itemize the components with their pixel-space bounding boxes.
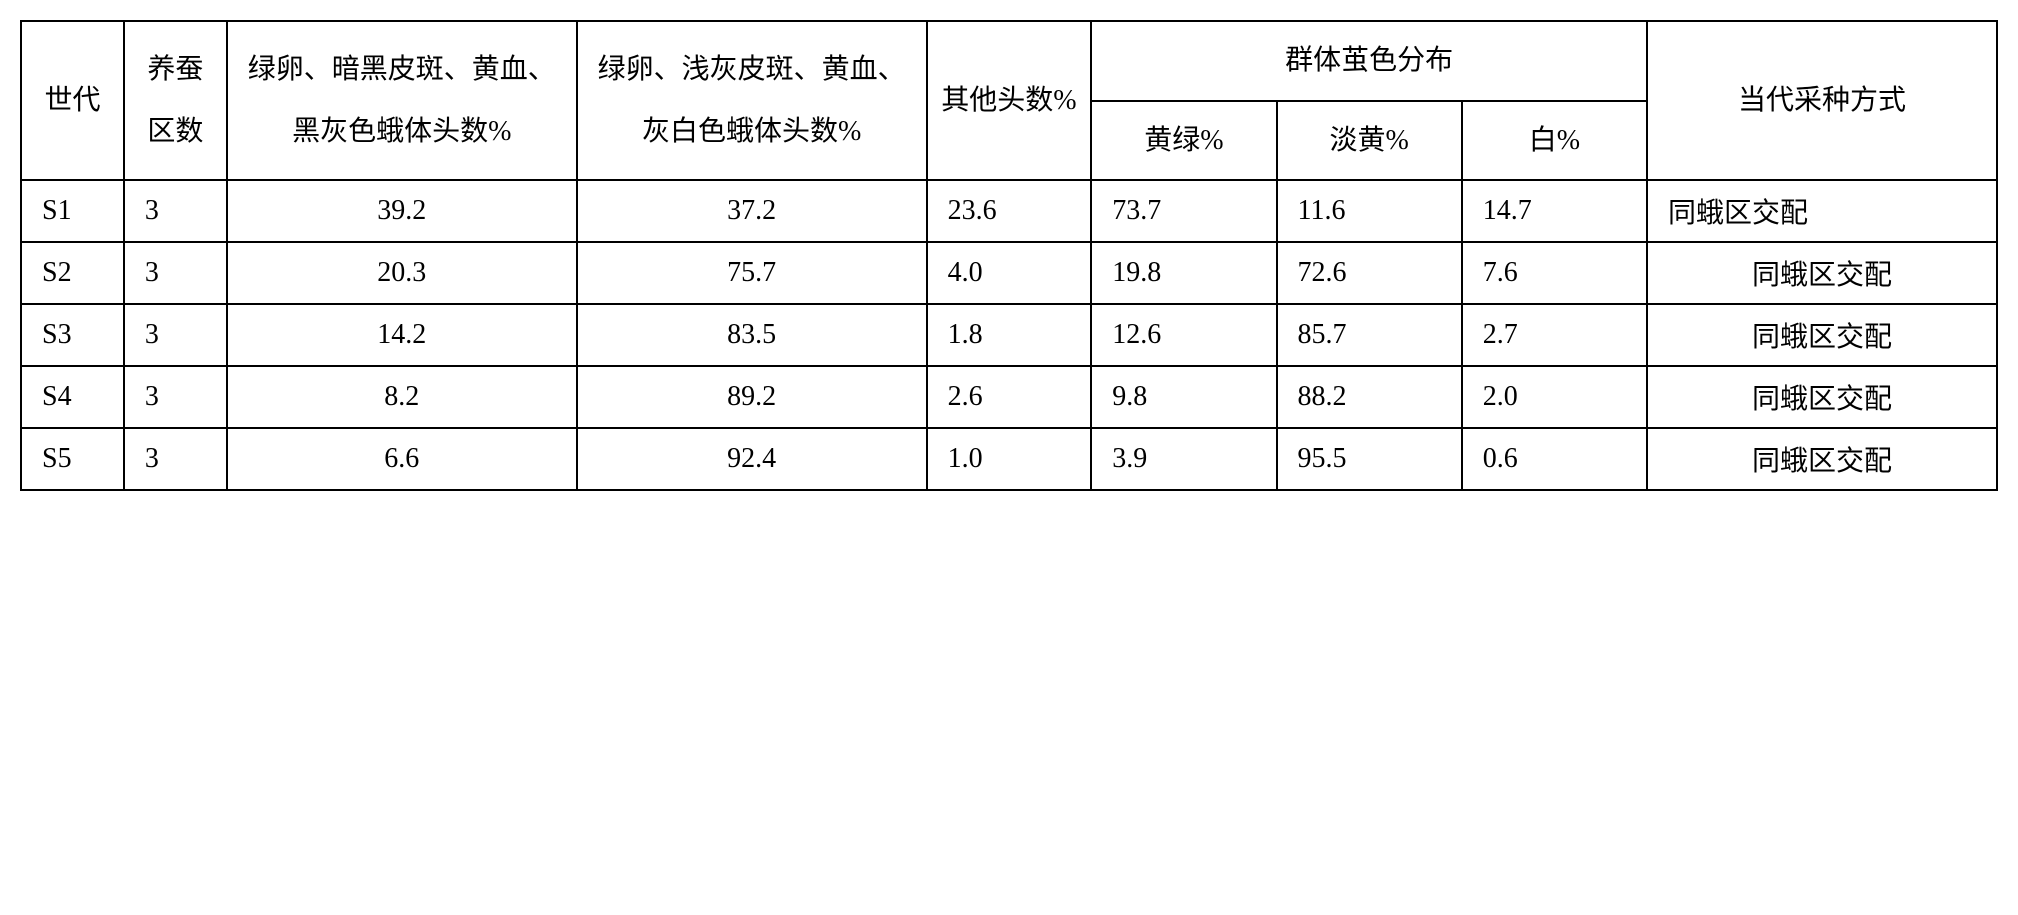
cell-dark: 8.2 <box>227 366 577 428</box>
header-generation: 世代 <box>21 21 124 180</box>
cell-gen: S2 <box>21 242 124 304</box>
cell-light: 89.2 <box>577 366 927 428</box>
cell-dark: 20.3 <box>227 242 577 304</box>
table-header: 世代 养蚕区数 绿卵、暗黑皮斑、黄血、黑灰色蛾体头数% 绿卵、浅灰皮斑、黄血、灰… <box>21 21 1997 180</box>
cell-w: 7.6 <box>1462 242 1647 304</box>
cell-method: 同蛾区交配 <box>1647 242 1997 304</box>
table-body: S1 3 39.2 37.2 23.6 73.7 11.6 14.7 同蛾区交配… <box>21 180 1997 490</box>
header-other-count: 其他头数% <box>927 21 1092 180</box>
header-yellow-green: 黄绿% <box>1091 101 1276 181</box>
header-row-1: 世代 养蚕区数 绿卵、暗黑皮斑、黄血、黑灰色蛾体头数% 绿卵、浅灰皮斑、黄血、灰… <box>21 21 1997 101</box>
cell-ly: 95.5 <box>1277 428 1462 490</box>
header-white: 白% <box>1462 101 1647 181</box>
cell-zones: 3 <box>124 180 227 242</box>
cell-other: 4.0 <box>927 242 1092 304</box>
table-row: S5 3 6.6 92.4 1.0 3.9 95.5 0.6 同蛾区交配 <box>21 428 1997 490</box>
table-row: S4 3 8.2 89.2 2.6 9.8 88.2 2.0 同蛾区交配 <box>21 366 1997 428</box>
cell-gen: S4 <box>21 366 124 428</box>
cell-w: 14.7 <box>1462 180 1647 242</box>
table-row: S2 3 20.3 75.7 4.0 19.8 72.6 7.6 同蛾区交配 <box>21 242 1997 304</box>
cell-method: 同蛾区交配 <box>1647 428 1997 490</box>
cell-zones: 3 <box>124 304 227 366</box>
cell-ly: 85.7 <box>1277 304 1462 366</box>
cell-yg: 3.9 <box>1091 428 1276 490</box>
cell-zones: 3 <box>124 366 227 428</box>
cell-yg: 73.7 <box>1091 180 1276 242</box>
header-zone-count: 养蚕区数 <box>124 21 227 180</box>
table-row: S3 3 14.2 83.5 1.8 12.6 85.7 2.7 同蛾区交配 <box>21 304 1997 366</box>
header-method: 当代采种方式 <box>1647 21 1997 180</box>
cell-light: 37.2 <box>577 180 927 242</box>
table-row: S1 3 39.2 37.2 23.6 73.7 11.6 14.7 同蛾区交配 <box>21 180 1997 242</box>
cell-ly: 11.6 <box>1277 180 1462 242</box>
cell-yg: 12.6 <box>1091 304 1276 366</box>
cell-gen: S5 <box>21 428 124 490</box>
cell-gen: S1 <box>21 180 124 242</box>
cell-dark: 39.2 <box>227 180 577 242</box>
cell-yg: 19.8 <box>1091 242 1276 304</box>
cell-other: 1.0 <box>927 428 1092 490</box>
cell-zones: 3 <box>124 428 227 490</box>
cell-other: 23.6 <box>927 180 1092 242</box>
cell-light: 75.7 <box>577 242 927 304</box>
cell-other: 2.6 <box>927 366 1092 428</box>
header-dark-moth: 绿卵、暗黑皮斑、黄血、黑灰色蛾体头数% <box>227 21 577 180</box>
header-light-yellow: 淡黄% <box>1277 101 1462 181</box>
cell-w: 2.7 <box>1462 304 1647 366</box>
cell-ly: 88.2 <box>1277 366 1462 428</box>
cell-method: 同蛾区交配 <box>1647 304 1997 366</box>
cell-light: 92.4 <box>577 428 927 490</box>
cell-method: 同蛾区交配 <box>1647 366 1997 428</box>
cell-other: 1.8 <box>927 304 1092 366</box>
cell-w: 0.6 <box>1462 428 1647 490</box>
cell-dark: 14.2 <box>227 304 577 366</box>
cell-method: 同蛾区交配 <box>1647 180 1997 242</box>
header-cocoon-dist: 群体茧色分布 <box>1091 21 1647 101</box>
cell-w: 2.0 <box>1462 366 1647 428</box>
cell-zones: 3 <box>124 242 227 304</box>
cell-yg: 9.8 <box>1091 366 1276 428</box>
cell-gen: S3 <box>21 304 124 366</box>
data-table: 世代 养蚕区数 绿卵、暗黑皮斑、黄血、黑灰色蛾体头数% 绿卵、浅灰皮斑、黄血、灰… <box>20 20 1998 491</box>
cell-ly: 72.6 <box>1277 242 1462 304</box>
cell-light: 83.5 <box>577 304 927 366</box>
header-light-moth: 绿卵、浅灰皮斑、黄血、灰白色蛾体头数% <box>577 21 927 180</box>
cell-dark: 6.6 <box>227 428 577 490</box>
